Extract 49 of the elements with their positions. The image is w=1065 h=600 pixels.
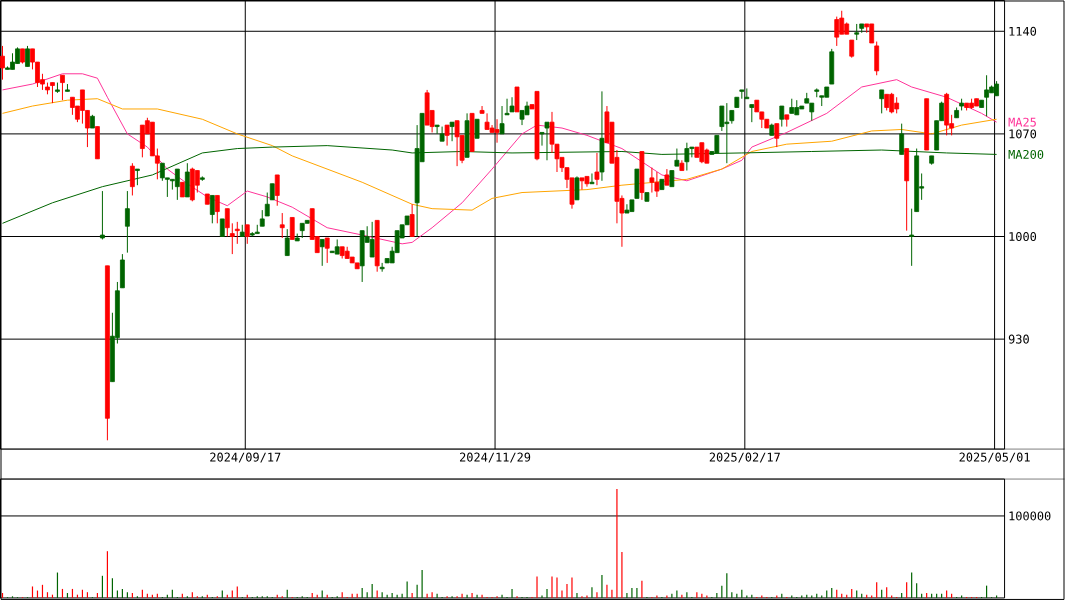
line-series xyxy=(2,98,998,211)
candlestick xyxy=(369,221,375,258)
candlestick xyxy=(0,45,5,81)
candlestick xyxy=(244,224,250,245)
y-tick-label: 1000 xyxy=(1009,232,1037,242)
candlestick xyxy=(779,105,785,128)
candlestick xyxy=(209,195,215,224)
candlestick xyxy=(444,124,450,147)
candlestick xyxy=(674,148,680,167)
candlestick xyxy=(409,203,415,238)
candlestick xyxy=(909,208,915,267)
x-tick-label: 2025/05/01 xyxy=(959,452,1030,463)
candlestick xyxy=(284,228,290,257)
candlestick xyxy=(264,192,270,217)
y-tick-label: 930 xyxy=(1008,334,1029,344)
x-tick-label: 2024/09/17 xyxy=(210,452,281,463)
candlestick xyxy=(289,216,295,240)
x-tick-label: 2024/11/29 xyxy=(459,452,531,463)
candlestick xyxy=(324,237,330,264)
x-tick-label: 2025/02/17 xyxy=(709,452,780,463)
candlestick xyxy=(594,152,600,186)
candlestick xyxy=(879,89,885,114)
candlestick xyxy=(774,123,780,148)
candlestick xyxy=(744,87,750,100)
candlestick xyxy=(279,212,285,239)
y-tick-label: 1140 xyxy=(1009,26,1037,36)
candlestick xyxy=(224,208,230,238)
series-label: MA200 xyxy=(1008,149,1044,159)
candlestick xyxy=(129,162,135,196)
candlestick xyxy=(474,118,480,139)
candlestick xyxy=(234,221,240,245)
candlestick xyxy=(589,173,595,185)
candlestick xyxy=(60,74,65,101)
series-label: MA25 xyxy=(1008,117,1036,127)
candlestick xyxy=(719,105,725,132)
candlestick xyxy=(100,190,105,240)
candlestick xyxy=(124,190,130,254)
candlestick xyxy=(834,16,840,47)
y-tick-label: 100000 xyxy=(1009,511,1051,521)
candlestick xyxy=(25,45,30,67)
y-tick-label: 1070 xyxy=(1009,129,1037,139)
candlestick xyxy=(449,121,455,142)
candlestick xyxy=(274,174,280,207)
candlestick xyxy=(574,175,580,201)
candlestick xyxy=(50,82,55,104)
candlestick xyxy=(174,168,180,201)
candlestick xyxy=(319,238,325,267)
candlestick xyxy=(214,195,220,224)
candlestick xyxy=(229,222,235,255)
